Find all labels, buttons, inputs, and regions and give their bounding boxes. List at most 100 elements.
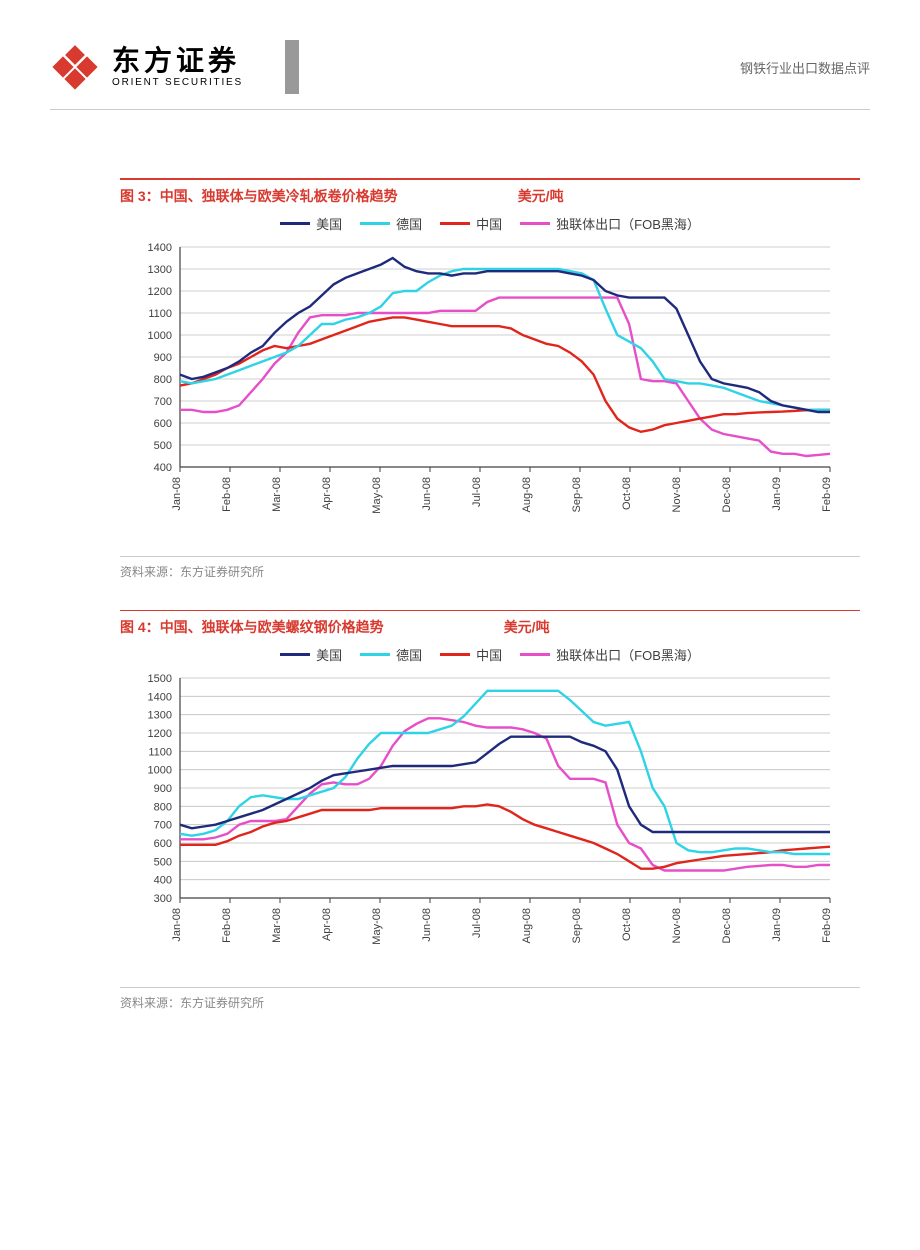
figure-title-prefix: 图 3： bbox=[120, 186, 160, 206]
svg-text:700: 700 bbox=[154, 820, 172, 832]
svg-text:Jul-08: Jul-08 bbox=[471, 477, 483, 507]
svg-text:Oct-08: Oct-08 bbox=[621, 908, 633, 941]
figure-title-unit: 美元/吨 bbox=[504, 617, 550, 637]
svg-text:900: 900 bbox=[154, 783, 172, 795]
figure-title-row: 图 4： 中国、独联体与欧美螺纹钢价格趋势 美元/吨 bbox=[120, 617, 860, 637]
svg-text:Sep-08: Sep-08 bbox=[571, 477, 583, 512]
legend-item-de: 德国 bbox=[360, 214, 422, 233]
svg-text:Aug-08: Aug-08 bbox=[521, 477, 533, 512]
svg-text:1400: 1400 bbox=[148, 242, 172, 254]
figure-title-row: 图 3： 中国、独联体与欧美冷轧板卷价格趋势 美元/吨 bbox=[120, 186, 860, 206]
logo-text-cn: 东方证券 bbox=[112, 47, 243, 75]
svg-text:Jan-09: Jan-09 bbox=[771, 908, 783, 942]
legend-swatch bbox=[520, 222, 550, 225]
svg-text:Oct-08: Oct-08 bbox=[621, 477, 633, 510]
legend-label: 美国 bbox=[316, 214, 342, 233]
figure-rule bbox=[120, 178, 860, 180]
logo-icon bbox=[50, 42, 100, 92]
svg-text:Jan-08: Jan-08 bbox=[171, 477, 183, 511]
svg-text:Feb-08: Feb-08 bbox=[221, 908, 233, 943]
svg-text:Mar-08: Mar-08 bbox=[271, 477, 283, 512]
legend: 美国 德国 中国 独联体出口（FOB黑海） bbox=[120, 645, 860, 664]
svg-text:Aug-08: Aug-08 bbox=[521, 908, 533, 943]
svg-text:Jun-08: Jun-08 bbox=[421, 477, 433, 511]
legend-label: 独联体出口（FOB黑海） bbox=[556, 214, 700, 233]
svg-text:700: 700 bbox=[154, 396, 172, 408]
header-rule bbox=[50, 109, 870, 110]
legend-swatch bbox=[360, 222, 390, 225]
svg-text:Apr-08: Apr-08 bbox=[321, 908, 333, 941]
figure-title-main: 中国、独联体与欧美冷轧板卷价格趋势 bbox=[160, 186, 398, 206]
svg-text:1300: 1300 bbox=[148, 710, 172, 722]
svg-text:1500: 1500 bbox=[148, 673, 172, 685]
legend-swatch bbox=[520, 653, 550, 656]
figure-title-prefix: 图 4： bbox=[120, 617, 160, 637]
svg-text:Sep-08: Sep-08 bbox=[571, 908, 583, 943]
svg-text:1100: 1100 bbox=[148, 308, 172, 320]
svg-text:Jun-08: Jun-08 bbox=[421, 908, 433, 942]
legend-swatch bbox=[280, 222, 310, 225]
legend-item-cis: 独联体出口（FOB黑海） bbox=[520, 214, 700, 233]
chart-svg: 400 500 600 700 800 900 1000 1100 1200 1300 1400 Ja… bbox=[120, 237, 840, 537]
svg-text:500: 500 bbox=[154, 856, 172, 868]
document-title: 钢铁行业出口数据点评 bbox=[740, 58, 870, 77]
svg-text:1200: 1200 bbox=[148, 728, 172, 740]
svg-text:May-08: May-08 bbox=[371, 477, 383, 514]
header-vertical-bar bbox=[285, 40, 299, 94]
figure-4: 图 4： 中国、独联体与欧美螺纹钢价格趋势 美元/吨 美国 德国 中国 独联体出口（F… bbox=[120, 610, 860, 1012]
svg-text:1200: 1200 bbox=[148, 286, 172, 298]
legend-label: 德国 bbox=[396, 214, 422, 233]
svg-text:Apr-08: Apr-08 bbox=[321, 477, 333, 510]
svg-text:Feb-09: Feb-09 bbox=[821, 908, 833, 943]
legend-item-cis: 独联体出口（FOB黑海） bbox=[520, 645, 700, 664]
content-area: 图 3： 中国、独联体与欧美冷轧板卷价格趋势 美元/吨 美国德国中国独联体出口（… bbox=[0, 118, 920, 1081]
svg-text:Feb-08: Feb-08 bbox=[221, 477, 233, 512]
svg-text:900: 900 bbox=[154, 352, 172, 364]
legend-label: 中国 bbox=[476, 645, 502, 664]
legend-item-cn: 中国 bbox=[440, 214, 502, 233]
legend-swatch bbox=[440, 222, 470, 225]
legend-swatch bbox=[280, 653, 310, 656]
legend-item-us: 美国 bbox=[280, 214, 342, 233]
svg-text:1000: 1000 bbox=[148, 330, 172, 342]
svg-text:Jan-08: Jan-08 bbox=[171, 908, 183, 942]
svg-text:600: 600 bbox=[154, 838, 172, 850]
svg-text:600: 600 bbox=[154, 418, 172, 430]
svg-text:400: 400 bbox=[154, 875, 172, 887]
svg-text:1300: 1300 bbox=[148, 264, 172, 276]
figure-rule bbox=[120, 610, 860, 612]
page-header: 东方证券 ORIENT SECURITIES 钢铁行业出口数据点评 bbox=[0, 0, 920, 109]
svg-text:500: 500 bbox=[154, 440, 172, 452]
logo-text-en: ORIENT SECURITIES bbox=[112, 77, 243, 88]
legend-label: 独联体出口（FOB黑海） bbox=[556, 645, 700, 664]
legend-swatch bbox=[360, 653, 390, 656]
svg-text:May-08: May-08 bbox=[371, 908, 383, 945]
svg-text:800: 800 bbox=[154, 374, 172, 386]
legend-item-cn: 中国 bbox=[440, 645, 502, 664]
legend-label: 美国 bbox=[316, 645, 342, 664]
legend-label: 德国 bbox=[396, 645, 422, 664]
figure-3: 图 3： 中国、独联体与欧美冷轧板卷价格趋势 美元/吨 美国 德国 中国 独联体出口（… bbox=[120, 178, 860, 580]
svg-text:1100: 1100 bbox=[148, 746, 172, 758]
figure-source: 资料来源：东方证券研究所 bbox=[120, 556, 860, 580]
svg-text:300: 300 bbox=[154, 893, 172, 905]
svg-text:Dec-08: Dec-08 bbox=[721, 908, 733, 943]
legend: 美国 德国 中国 独联体出口（FOB黑海） bbox=[120, 214, 860, 233]
legend-swatch bbox=[440, 653, 470, 656]
legend-label: 中国 bbox=[476, 214, 502, 233]
svg-text:Nov-08: Nov-08 bbox=[671, 908, 683, 943]
svg-text:1400: 1400 bbox=[148, 691, 172, 703]
svg-text:800: 800 bbox=[154, 801, 172, 813]
figure-title-unit: 美元/吨 bbox=[518, 186, 564, 206]
chart-svg: 3004005006007008009001000110012001300140… bbox=[120, 668, 840, 968]
legend-item-de: 德国 bbox=[360, 645, 422, 664]
chart: 3004005006007008009001000110012001300140… bbox=[120, 668, 860, 973]
logo-text: 东方证券 ORIENT SECURITIES bbox=[112, 47, 243, 88]
figure-source: 资料来源：东方证券研究所 bbox=[120, 987, 860, 1011]
svg-text:Jul-08: Jul-08 bbox=[471, 908, 483, 938]
svg-text:Dec-08: Dec-08 bbox=[721, 477, 733, 512]
svg-text:400: 400 bbox=[154, 462, 172, 474]
chart: 400 500 600 700 800 900 1000 1100 1200 1300 1400 Ja… bbox=[120, 237, 860, 542]
svg-text:Feb-09: Feb-09 bbox=[821, 477, 833, 512]
figure-title-main: 中国、独联体与欧美螺纹钢价格趋势 bbox=[160, 617, 384, 637]
